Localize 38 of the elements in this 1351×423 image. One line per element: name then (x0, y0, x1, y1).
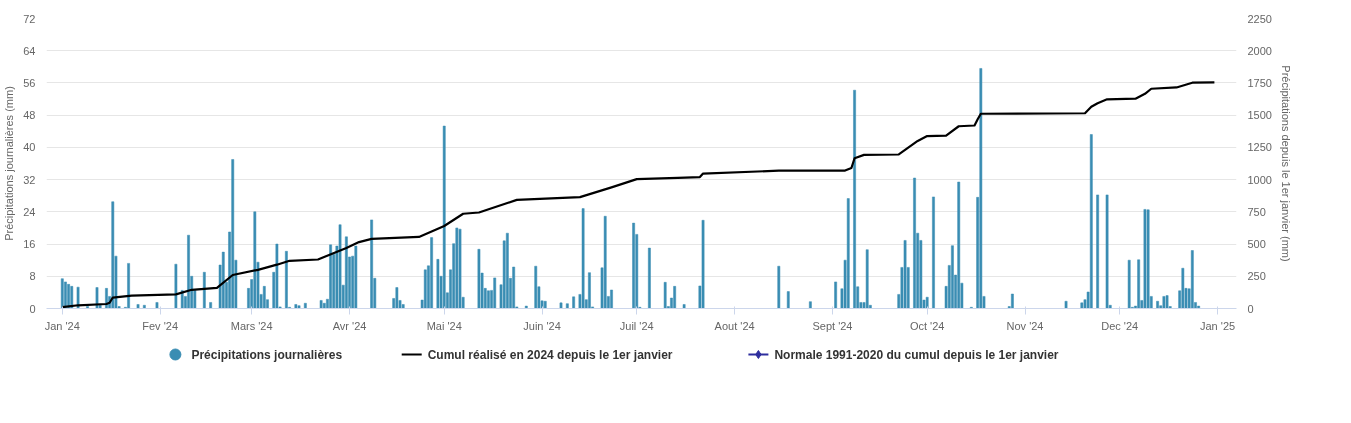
legend-label: Cumul réalisé en 2024 depuis le 1er janvier (427, 347, 673, 362)
x-tick-label: Sept '24 (812, 319, 853, 332)
legend-label: Normale 1991-2020 du cumul depuis le 1er janvier (774, 347, 1059, 362)
y2-tick-label: 1000 (1247, 173, 1272, 186)
y2-tick-label: 1500 (1247, 109, 1272, 122)
y-tick-label: 16 (23, 238, 36, 251)
y-tick-label: 56 (23, 76, 36, 89)
x-tick-label: Juil '24 (619, 319, 654, 332)
x-tick-label: Aout '24 (714, 319, 755, 332)
y2-tick-label: 500 (1247, 238, 1266, 251)
y2-tick-label: 2250 (1247, 12, 1272, 25)
x-tick-label: Nov '24 (1006, 319, 1044, 332)
y-tick-label: 24 (23, 205, 36, 218)
y-tick-label: 32 (23, 173, 36, 186)
x-tick-label: Avr '24 (332, 319, 367, 332)
y-tick-label: 64 (23, 44, 36, 57)
y-axis-title: Précipitations journalières (mm) (3, 86, 16, 241)
x-tick-label: Dec '24 (1101, 319, 1139, 332)
x-tick-label: Jan '24 (44, 319, 80, 332)
y-tick-label: 48 (23, 109, 36, 122)
y-tick-label: 40 (23, 141, 36, 154)
y2-axis-title: Précipitations depuis le 1er janvier (mm) (1279, 65, 1292, 262)
legend-label: Précipitations journalières (191, 347, 343, 362)
y2-tick-label: 250 (1247, 270, 1266, 283)
x-tick-label: Oct '24 (909, 319, 945, 332)
y2-tick-label: 1250 (1247, 141, 1272, 154)
x-tick-label: Mars '24 (230, 319, 273, 332)
y2-tick-label: 750 (1247, 205, 1266, 218)
y-tick-label: 0 (29, 302, 36, 315)
x-tick-label: Mai '24 (426, 319, 462, 332)
y-tick-label: 72 (23, 12, 36, 25)
x-tick-label: Fev '24 (142, 319, 178, 332)
y2-tick-label: 2000 (1247, 44, 1272, 57)
y2-tick-label: 1750 (1247, 76, 1272, 89)
x-tick-label: Jan '25 (1200, 319, 1236, 332)
y-tick-label: 8 (29, 270, 36, 283)
y2-tick-label: 0 (1247, 302, 1254, 315)
x-tick-label: Juin '24 (523, 319, 561, 332)
